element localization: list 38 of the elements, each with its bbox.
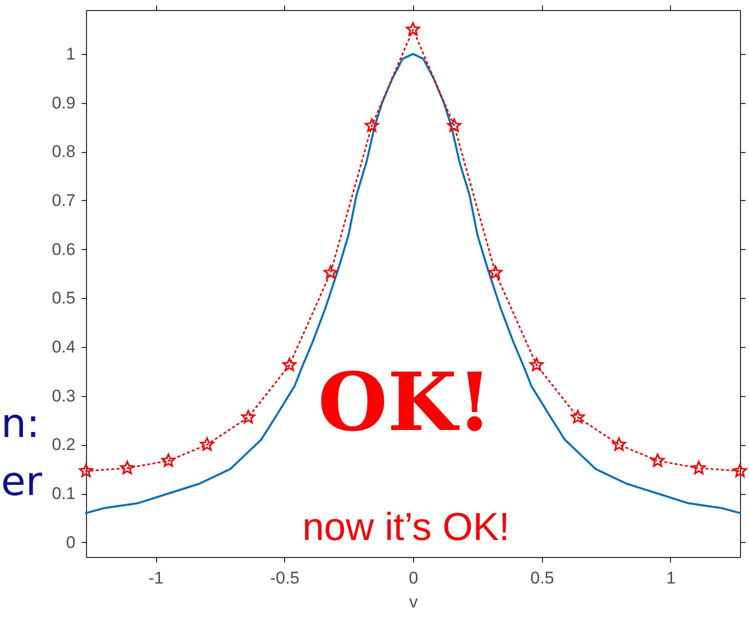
point <box>530 358 544 372</box>
point <box>692 460 706 474</box>
x-tick-label: 0 <box>408 568 418 588</box>
y-tick-label: 0.2 <box>52 435 76 454</box>
point <box>120 460 134 474</box>
annotation: OK! <box>318 355 492 449</box>
point <box>324 265 338 279</box>
y-tick-label: 0.9 <box>52 93 76 112</box>
point <box>612 437 626 451</box>
x-tick-label: 0.5 <box>530 568 554 588</box>
y-tick-label: 0.3 <box>52 386 76 406</box>
y-tick-label: 1 <box>66 44 76 64</box>
y-tick-label: 0 <box>66 532 76 552</box>
y-tick-label: 0.1 <box>52 484 76 504</box>
point <box>570 410 585 424</box>
y-tick-label: 0.7 <box>52 190 76 210</box>
text: n: <box>1 401 40 447</box>
x-axis-title: v <box>409 592 418 612</box>
annotation: now it’s OK! <box>302 506 510 549</box>
point <box>733 464 747 478</box>
y-tick-label: 0.5 <box>52 288 76 308</box>
text: er <box>1 459 43 505</box>
point <box>161 453 176 467</box>
point <box>488 265 502 279</box>
y-tick-label: 0.6 <box>52 240 76 259</box>
point <box>282 358 296 372</box>
point <box>79 464 93 478</box>
x-tick-label: -1 <box>148 568 164 588</box>
y-tick-label: 0.4 <box>52 337 76 356</box>
point <box>447 118 462 132</box>
point <box>241 410 256 424</box>
point <box>200 437 214 451</box>
point <box>650 453 665 467</box>
point <box>364 118 379 132</box>
y-tick-label: 0.8 <box>52 142 76 162</box>
x-tick-label: 1 <box>666 568 676 588</box>
point <box>406 22 420 36</box>
x-tick-label: -0.5 <box>270 568 300 588</box>
